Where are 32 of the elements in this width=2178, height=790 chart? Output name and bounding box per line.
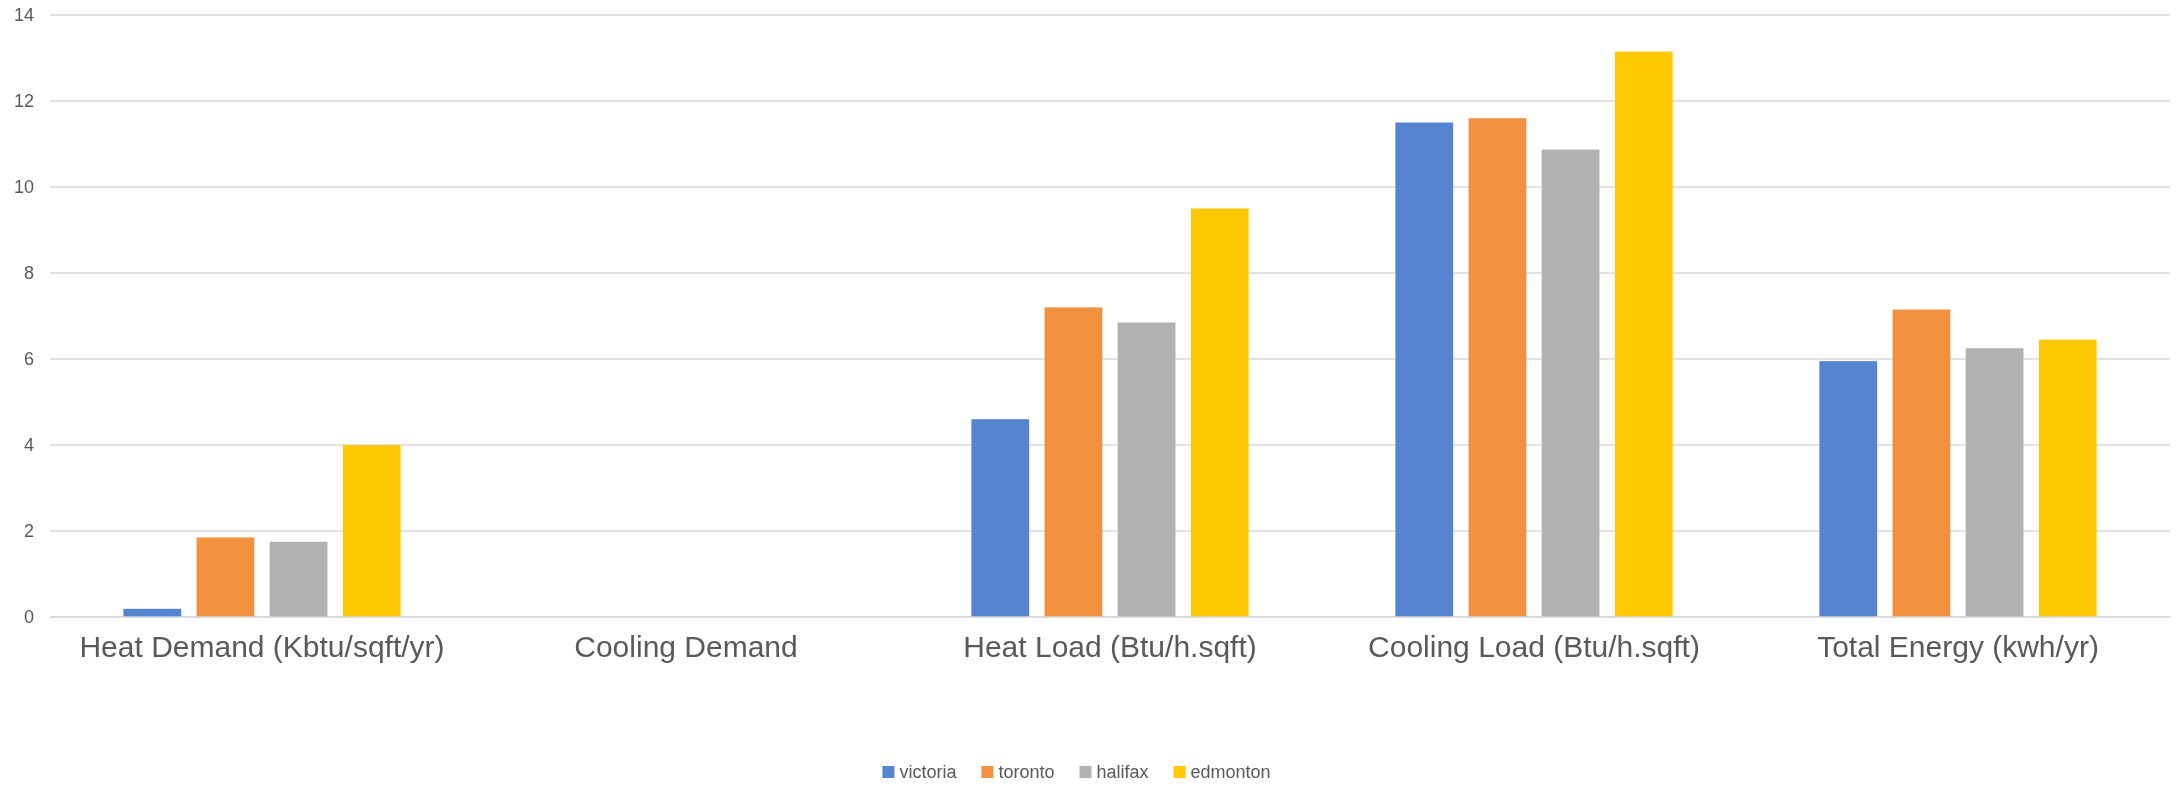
y-tick-label: 2 <box>23 521 34 542</box>
bar <box>1819 361 1878 617</box>
x-tick-label: Heat Load (Btu/h.sqft) <box>963 630 1257 663</box>
bar <box>269 541 328 617</box>
x-tick-label: Cooling Demand <box>574 630 798 663</box>
bar <box>1044 307 1103 617</box>
y-tick-label: 8 <box>23 263 34 284</box>
y-tick-label: 4 <box>23 435 34 456</box>
bar <box>1965 348 2024 617</box>
x-tick-label: Cooling Load (Btu/h.sqft) <box>1368 630 1700 663</box>
bar <box>1541 149 1600 617</box>
bar <box>1614 51 1673 617</box>
bar <box>2038 339 2097 617</box>
bar <box>342 445 401 617</box>
legend-label: victoria <box>899 762 958 783</box>
y-tick-label: 10 <box>13 177 34 198</box>
legend-label: toronto <box>998 762 1055 783</box>
bar <box>1892 309 1951 617</box>
y-tick-label: 6 <box>23 349 34 370</box>
legend-label: edmonton <box>1190 762 1271 783</box>
bar <box>1468 118 1527 617</box>
x-tick-label: Total Energy (kwh/yr) <box>1817 630 2099 663</box>
legend-label: halifax <box>1096 762 1149 783</box>
y-tick-label: 0 <box>23 607 34 628</box>
x-tick-label: Heat Demand (Kbtu/sqft/yr) <box>79 630 445 663</box>
y-tick-label: 14 <box>13 5 34 26</box>
y-tick-label: 12 <box>13 91 34 112</box>
bar <box>1395 122 1454 617</box>
bar <box>971 419 1030 617</box>
bar <box>1190 208 1249 617</box>
bar <box>196 537 255 617</box>
bar <box>1117 322 1176 617</box>
